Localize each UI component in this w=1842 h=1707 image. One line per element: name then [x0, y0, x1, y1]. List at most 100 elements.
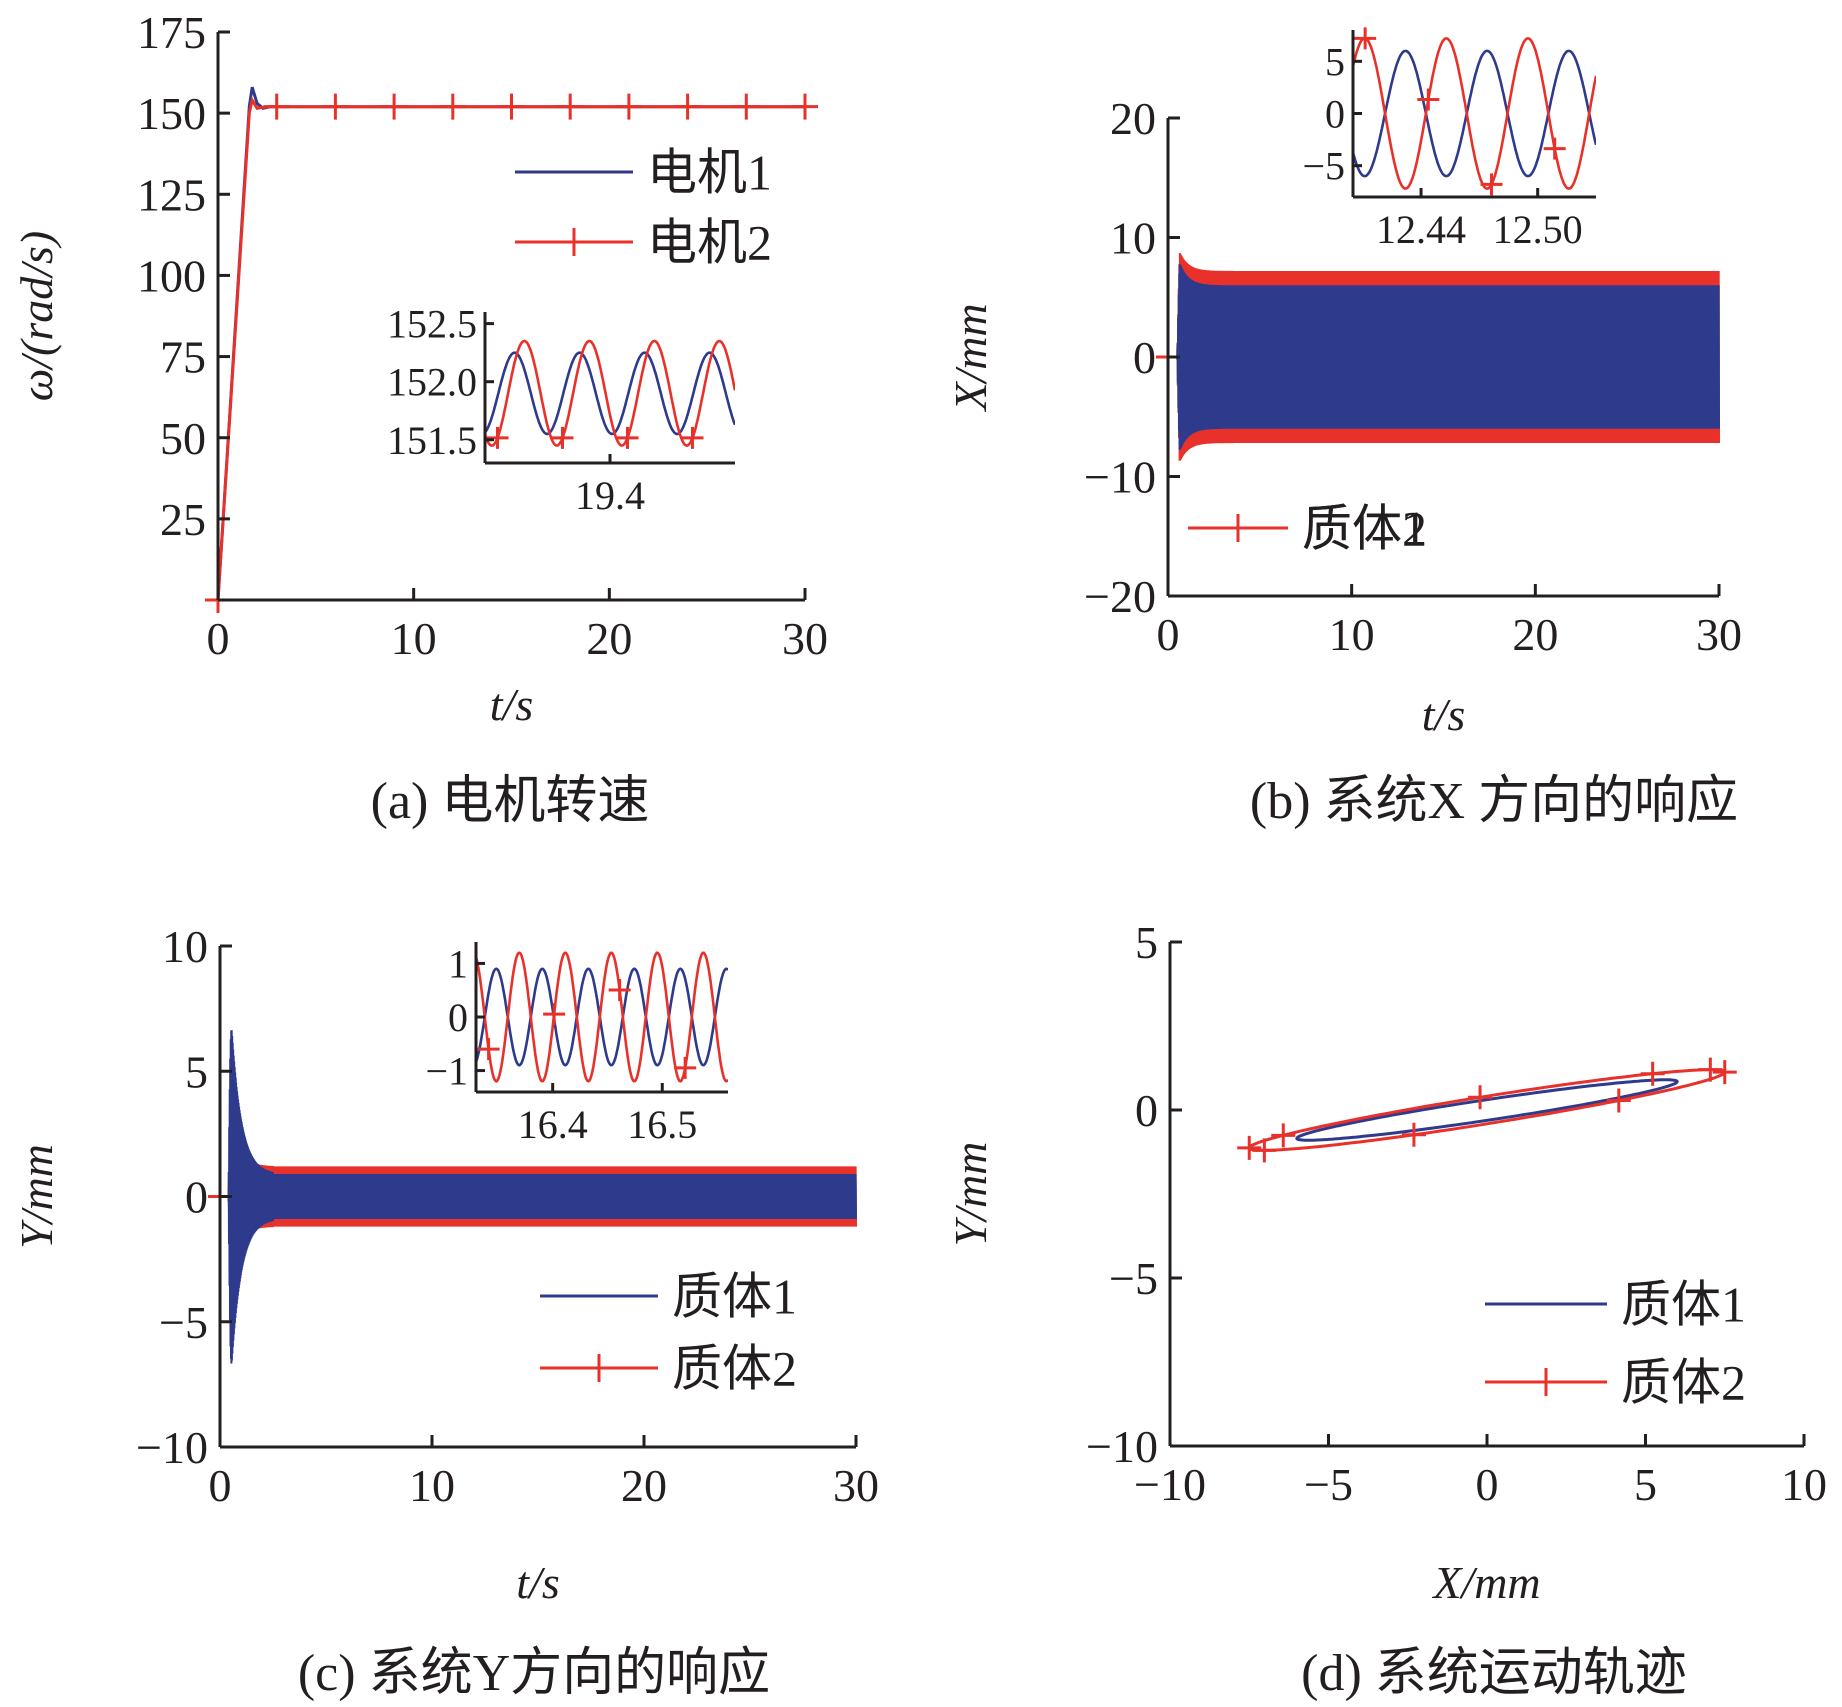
marker-cross	[674, 1056, 697, 1079]
chart-d: −10 −5 0 5 10 −10 −5 0 5 质体1 质体2 X/mm Y/mm (d) 系统运动轨迹	[945, 917, 1827, 1702]
marker-cross	[1606, 1088, 1631, 1113]
y-tick-label: −1	[425, 1049, 468, 1094]
marker-cross	[585, 1354, 613, 1382]
caption: (c) 系统Y方向的响应	[298, 1645, 770, 1702]
series-line	[1295, 1078, 1679, 1142]
x-tick-label: 30	[1696, 609, 1742, 660]
y-tick-label: 175	[137, 7, 206, 58]
y-tick-label: 0	[1133, 332, 1156, 383]
marker-cross	[615, 93, 642, 120]
marker-cross	[733, 93, 760, 120]
marker-cross	[439, 93, 466, 120]
legend-label: 质体1	[672, 1268, 797, 1324]
y-tick-label: −20	[1084, 571, 1156, 622]
y-tick-label: 5	[1325, 39, 1345, 84]
marker-cross	[1712, 1060, 1737, 1085]
x-tick-label: 0	[207, 613, 230, 664]
y-tick-label: 125	[137, 169, 206, 220]
caption: (b) 系统X 方向的响应	[1250, 773, 1738, 830]
marker-cross	[1417, 88, 1440, 111]
marker-cross	[616, 426, 639, 449]
marker-cross	[1354, 27, 1377, 50]
y-tick-label: 10	[1110, 213, 1156, 264]
y-tick-label: −5	[1302, 144, 1345, 189]
x-tick-label: 10	[391, 613, 437, 664]
marker-cross	[381, 93, 408, 120]
y-tick-label: −5	[159, 1297, 208, 1348]
y-tick-label: −10	[136, 1422, 208, 1473]
y-tick-label: 152.0	[387, 360, 477, 405]
marker-cross	[486, 426, 509, 449]
marker-cross	[551, 426, 574, 449]
x-tick-label: 10	[1781, 1459, 1827, 1510]
y-tick-label: 150	[137, 88, 206, 139]
x-tick-label: 12.50	[1493, 207, 1583, 252]
marker-cross	[477, 1038, 500, 1061]
inset-series-line	[476, 951, 728, 1083]
x-axis-title: t/s	[490, 679, 533, 730]
x-tick-label: 16.5	[627, 1102, 697, 1147]
marker-cross	[1252, 1138, 1277, 1163]
y-tick-label: −5	[1109, 1253, 1158, 1304]
legend-label: 质体2	[1302, 500, 1427, 556]
marker-cross	[1468, 1085, 1493, 1110]
x-tick-label: 0	[209, 1460, 232, 1511]
y-tick-label: 0	[1135, 1085, 1158, 1136]
marker-cross	[1480, 173, 1503, 196]
legend-label: 质体2	[672, 1340, 797, 1396]
y-tick-label: 50	[160, 413, 206, 464]
x-tick-label: 30	[833, 1460, 879, 1511]
y-tick-label: 0	[1325, 92, 1345, 137]
inset-series-line	[1353, 49, 1596, 178]
x-tick-label: 19.4	[575, 473, 645, 518]
marker-cross	[1224, 514, 1252, 542]
x-axis-title: t/s	[516, 1557, 559, 1608]
marker-cross	[1532, 1368, 1560, 1396]
y-tick-label: 5	[1135, 917, 1158, 968]
y-tick-label: −10	[1086, 1421, 1158, 1472]
inset-series-line	[485, 351, 735, 436]
y-tick-label: 0	[185, 1172, 208, 1223]
legend-label: 质体2	[1621, 1354, 1746, 1410]
inset-series-line	[485, 339, 735, 447]
y-tick-label: 25	[160, 494, 206, 545]
x-tick-label: 20	[586, 613, 632, 664]
x-tick-label: 10	[1329, 609, 1375, 660]
caption: (a) 电机转速	[371, 773, 650, 830]
marker-cross	[1640, 1061, 1665, 1086]
series-line	[227, 1030, 857, 1364]
marker-cross	[608, 978, 631, 1001]
y-axis-title: ω/(rad/s)	[11, 231, 62, 401]
marker-cross	[1271, 1123, 1296, 1148]
marker-cross	[560, 228, 588, 256]
x-axis-title: X/mm	[1431, 1557, 1540, 1608]
marker-cross	[263, 93, 290, 120]
caption: (d) 系统运动轨迹	[1301, 1645, 1687, 1702]
inset-series-line	[1353, 37, 1596, 190]
marker-cross	[1237, 1135, 1262, 1160]
legend-label: 质体1	[1302, 500, 1427, 556]
legend-label: 质体1	[1621, 1276, 1746, 1332]
y-tick-label: 152.5	[387, 302, 477, 347]
x-tick-label: 10	[409, 1460, 455, 1511]
y-tick-label: 100	[137, 251, 206, 302]
marker-cross	[681, 426, 704, 449]
legend-label: 电机1	[647, 144, 772, 200]
y-tick-label: 1	[448, 941, 468, 986]
x-tick-label: −5	[1304, 1459, 1353, 1510]
y-tick-label: 151.5	[387, 418, 477, 463]
y-axis-title: X/mm	[945, 303, 996, 412]
marker-cross	[792, 93, 818, 120]
marker-cross	[1401, 1122, 1426, 1147]
marker-cross	[1543, 137, 1566, 160]
x-tick-label: 30	[782, 613, 828, 664]
x-axis-title: t/s	[1422, 689, 1465, 740]
marker-cross	[498, 93, 525, 120]
x-tick-label: 20	[1512, 609, 1558, 660]
y-tick-label: 10	[162, 921, 208, 972]
y-tick-label: 75	[160, 332, 206, 383]
y-tick-label: 0	[448, 995, 468, 1040]
x-tick-label: 16.4	[518, 1102, 588, 1147]
